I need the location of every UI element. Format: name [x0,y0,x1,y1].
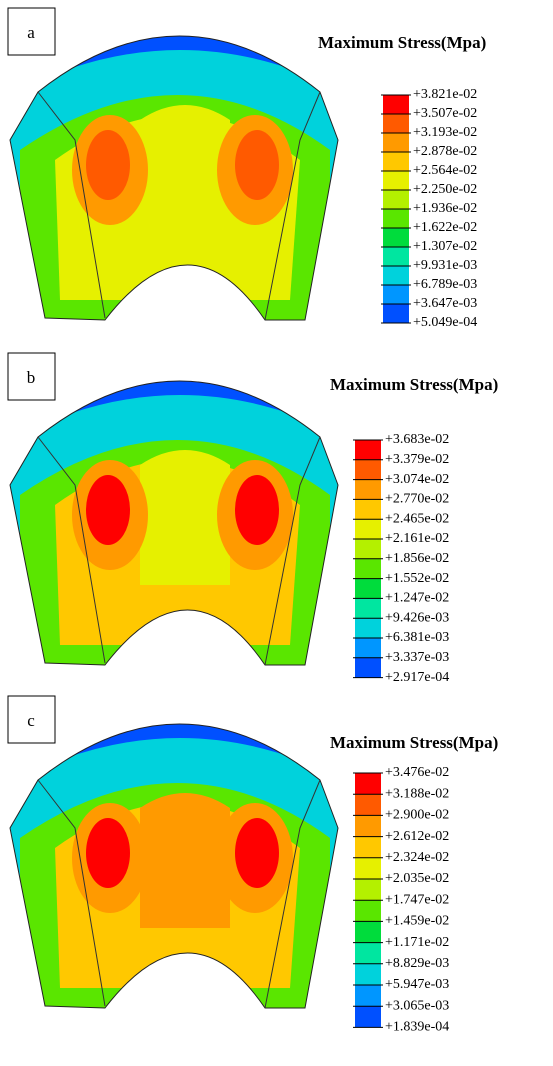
legend-swatch [355,837,381,858]
legend-label: +1.936e-02 [413,201,477,216]
legend-label: +1.747e-02 [385,892,449,907]
legend-swatch [355,598,381,618]
legend-swatch [355,794,381,815]
legend-label: +2.465e-02 [385,511,449,526]
legend-swatch [383,114,409,133]
legend-swatch [355,900,381,921]
legend-swatch [355,460,381,480]
legend-swatch [355,985,381,1006]
legend-swatch [355,559,381,579]
contour-band [86,130,130,200]
legend-swatch [355,658,381,678]
legend-swatch [355,519,381,539]
legend-label: +8.829e-03 [385,956,449,971]
legend-swatch [355,858,381,879]
legend-label: +9.426e-03 [385,610,449,625]
legend-swatch [355,618,381,638]
legend-swatch [355,879,381,900]
legend-title: Maximum Stress(Mpa) [330,375,498,394]
legend-swatch [355,1006,381,1027]
legend-label: +2.770e-02 [385,492,449,507]
legend-label: +3.821e-02 [413,87,477,102]
legend-label: +1.552e-02 [385,571,449,586]
legend-swatch [383,285,409,304]
contour-band [140,105,230,240]
legend-swatch [383,266,409,285]
contour-band [115,630,255,675]
legend-swatch [383,228,409,247]
panel-label: c [27,711,35,730]
legend-label: +2.161e-02 [385,531,449,546]
figure: a Maximum Stress(Mpa) +3.821e-02 +3.507e-02… [0,0,553,1066]
legend-swatch [383,247,409,266]
legend-label: +2.564e-02 [413,163,477,178]
legend-label: +3.337e-03 [385,650,449,665]
legend-title: Maximum Stress(Mpa) [318,33,486,52]
legend-swatch [355,943,381,964]
legend-swatch [355,964,381,985]
legend-label: +1.622e-02 [413,220,477,235]
legend-swatch [383,133,409,152]
legend-label: +2.900e-02 [385,808,449,823]
legend-swatch [355,921,381,942]
legend-label: +1.247e-02 [385,591,449,606]
legend-swatch [383,95,409,114]
legend-label: +3.188e-02 [385,786,449,801]
stress-plot: c [0,688,360,1028]
legend-label: +3.683e-02 [385,432,449,447]
legend-label: +1.459e-02 [385,914,449,929]
legend-swatch [383,209,409,228]
legend-label: +5.947e-03 [385,977,449,992]
legend-label: +3.507e-02 [413,106,477,121]
panel-label: b [27,368,36,387]
legend-swatch [355,579,381,599]
legend-label: +6.381e-03 [385,630,449,645]
legend-label: +2.878e-02 [413,144,477,159]
legend-label: +6.789e-03 [413,277,477,292]
legend-label: +2.917e-04 [385,670,449,685]
contour-band [86,818,130,888]
legend-swatch [355,773,381,794]
contour-band [115,285,255,330]
legend-swatch [355,638,381,658]
contour-band [115,973,255,1018]
legend-swatch [355,499,381,519]
legend-swatch [383,171,409,190]
legend-label: +3.476e-02 [385,765,449,780]
contour-band [86,475,130,545]
stress-plot: b [0,345,360,685]
legend-label: +3.379e-02 [385,452,449,467]
legend-label: +1.839e-04 [385,1020,449,1035]
contour-band [235,475,279,545]
panel-label: a [27,23,35,42]
legend-swatch [383,304,409,323]
contour-band [235,818,279,888]
legend-swatch [355,480,381,500]
legend-label: +9.931e-03 [413,258,477,273]
contour-band [140,793,230,928]
legend-label: +1.307e-02 [413,239,477,254]
legend-swatch [355,539,381,559]
legend-title: Maximum Stress(Mpa) [330,733,498,752]
legend-label: +1.856e-02 [385,551,449,566]
contour-band [235,130,279,200]
legend-label: +3.074e-02 [385,472,449,487]
legend-swatch [355,815,381,836]
legend-label: +5.049e-04 [413,315,477,330]
stress-plot: a [0,0,360,340]
legend-label: +3.193e-02 [413,125,477,140]
legend-label: +2.035e-02 [385,871,449,886]
legend-label: +1.171e-02 [385,935,449,950]
legend-label: +2.324e-02 [385,850,449,865]
legend-label: +3.647e-03 [413,296,477,311]
legend-label: +2.250e-02 [413,182,477,197]
legend-label: +2.612e-02 [385,829,449,844]
legend-label: +3.065e-03 [385,998,449,1013]
legend-swatch [383,190,409,209]
legend-swatch [383,152,409,171]
contour-band [140,450,230,585]
legend-swatch [355,440,381,460]
